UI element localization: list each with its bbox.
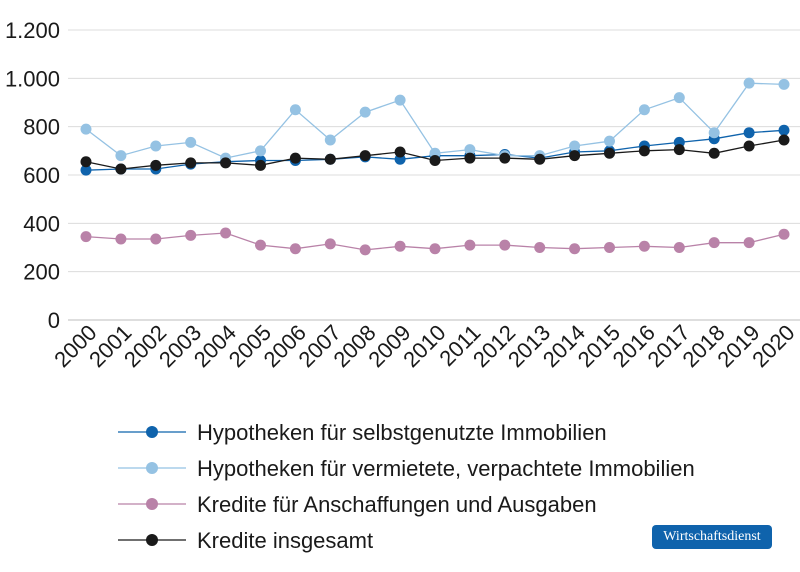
data-point-2	[324, 134, 336, 146]
data-point-3	[464, 239, 476, 251]
data-point-2	[464, 144, 476, 156]
data-point-4	[185, 157, 197, 169]
data-point-4	[638, 145, 650, 157]
data-point-4	[743, 140, 755, 152]
data-point-4	[604, 147, 615, 159]
legend-label: Hypotheken für vermietete, verpachtete I…	[197, 456, 695, 481]
data-point-2	[359, 106, 371, 118]
data-point-4	[255, 159, 266, 171]
y-tick-label: 1.200	[5, 18, 60, 43]
data-point-3	[255, 239, 266, 251]
data-point-2	[569, 140, 581, 152]
legend-marker	[146, 462, 158, 474]
data-point-3	[743, 237, 755, 249]
data-point-2	[638, 104, 650, 116]
data-point-4	[324, 153, 336, 165]
data-point-2	[115, 150, 127, 162]
data-point-2	[394, 94, 406, 106]
x-axis-ticks: 2000200120022003200420052006200720082009…	[49, 320, 799, 372]
data-point-4	[80, 156, 92, 168]
data-point-2	[255, 145, 266, 157]
data-point-4	[673, 144, 685, 156]
data-point-3	[778, 228, 790, 240]
data-point-4	[778, 134, 790, 146]
data-point-3	[673, 242, 685, 253]
series-group	[80, 77, 790, 256]
legend-marker	[146, 534, 158, 546]
data-point-4	[499, 152, 511, 164]
y-axis-ticks: 0 200 400 600 800 1.000 1.200	[5, 18, 60, 333]
data-point-3	[394, 240, 406, 252]
data-point-4	[220, 157, 232, 169]
legend-label: Hypotheken für selbstgenutzte Immobilien	[197, 420, 607, 445]
data-point-4	[534, 153, 546, 165]
data-point-3	[429, 243, 441, 255]
data-point-4	[115, 163, 127, 175]
publisher-badge: Wirtschaftsdienst	[652, 525, 772, 549]
data-point-3	[569, 243, 581, 255]
data-point-4	[708, 147, 720, 159]
data-point-2	[743, 77, 755, 89]
y-tick-label: 400	[23, 211, 60, 236]
grid-lines	[68, 29, 800, 321]
data-point-3	[324, 238, 336, 250]
y-tick-label: 1.000	[5, 66, 60, 91]
legend-marker	[146, 426, 158, 438]
data-point-2	[80, 123, 92, 135]
data-point-3	[359, 244, 371, 256]
x-tick-label: 2020	[747, 320, 799, 372]
data-point-2	[289, 104, 301, 116]
data-point-3	[185, 229, 197, 241]
legend-marker	[146, 498, 158, 510]
y-tick-label: 0	[48, 308, 60, 333]
data-point-3	[220, 227, 232, 239]
y-tick-label: 600	[23, 163, 60, 188]
data-point-4	[289, 152, 301, 164]
data-point-3	[708, 237, 720, 249]
data-point-3	[80, 231, 92, 243]
data-point-3	[499, 239, 511, 251]
data-point-4	[569, 150, 581, 162]
data-point-3	[604, 242, 615, 253]
data-point-2	[150, 140, 162, 152]
data-point-4	[429, 155, 441, 166]
legend-label: Kredite insgesamt	[197, 528, 373, 553]
legend-label: Kredite für Anschaffungen und Ausgaben	[197, 492, 597, 517]
data-point-3	[150, 233, 162, 245]
data-point-3	[638, 240, 650, 252]
data-point-2	[778, 78, 790, 90]
data-point-2	[673, 92, 685, 104]
data-point-3	[534, 242, 546, 253]
data-point-3	[289, 243, 301, 255]
data-point-1	[778, 124, 790, 136]
data-point-2	[604, 135, 615, 147]
data-point-4	[150, 159, 162, 171]
data-point-2	[708, 127, 720, 139]
data-point-4	[394, 146, 406, 158]
data-point-3	[115, 233, 127, 245]
data-point-1	[80, 164, 92, 176]
data-point-4	[464, 152, 476, 164]
y-tick-label: 800	[23, 115, 60, 140]
data-point-4	[359, 150, 371, 162]
data-point-2	[185, 136, 197, 148]
y-tick-label: 200	[23, 260, 60, 285]
legend: Hypotheken für selbstgenutzte Immobilien…	[118, 420, 695, 553]
data-point-1	[743, 127, 755, 139]
